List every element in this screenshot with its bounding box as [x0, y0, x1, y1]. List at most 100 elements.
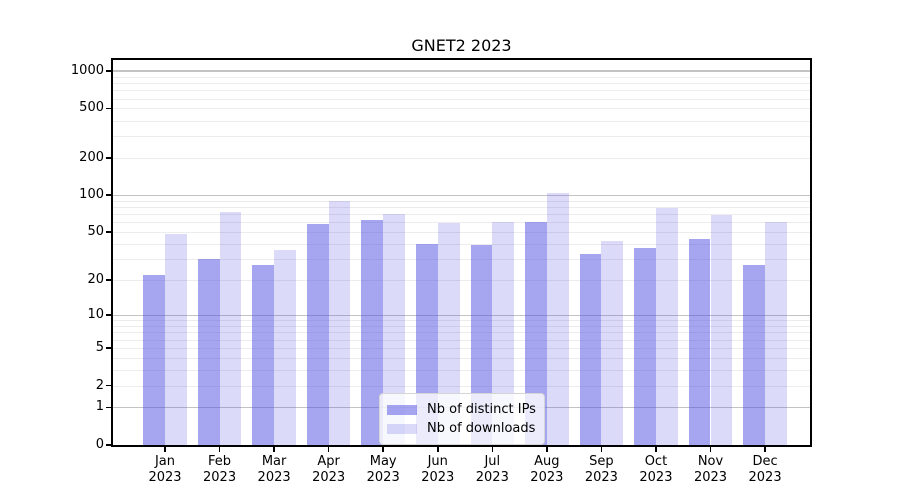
x-tick-month: Jun: [427, 454, 448, 469]
x-tick-mark: [218, 447, 221, 452]
bar-distinct-ips-may: [361, 219, 384, 445]
bar-distinct-ips-feb: [197, 259, 220, 445]
x-tick-month: May: [369, 454, 397, 469]
minor-gridline: [113, 207, 810, 209]
x-tick-year: 2023: [693, 469, 728, 485]
x-tick-month: Dec: [752, 454, 778, 469]
minor-gridline: [113, 320, 810, 322]
x-tick-year: 2023: [366, 469, 400, 485]
minor-gridline: [113, 214, 810, 216]
y-tick-mark: [106, 347, 111, 349]
x-tick-label-may: May 2023: [352, 454, 414, 485]
x-tick-label-nov: Nov 2023: [680, 454, 742, 485]
minor-gridline: [113, 222, 810, 224]
minor-gridline: [113, 339, 810, 341]
x-tick-mark: [655, 447, 657, 452]
major-gridline: [113, 314, 810, 316]
x-tick-mark: [436, 447, 439, 452]
bar-distinct-ips-apr: [306, 224, 329, 445]
y-tick-label: 10: [87, 307, 104, 323]
minor-gridline: [113, 357, 810, 359]
x-tick-year: 2023: [203, 469, 237, 485]
legend-item-downloads: Nb of downloads: [387, 420, 536, 437]
y-tick-mark: [106, 157, 111, 159]
x-tick-year: 2023: [748, 469, 782, 485]
minor-gridline: [113, 243, 810, 245]
x-tick-year: 2023: [584, 469, 618, 485]
legend-swatch-distinct-ips: [387, 404, 417, 415]
chart-title: GNET2 2023: [411, 36, 512, 55]
legend: Nb of distinct IPs Nb of downloads: [379, 393, 545, 445]
y-tick-mark: [106, 384, 111, 387]
legend-label-distinct-ips: Nb of distinct IPs: [427, 402, 536, 417]
y-tick-label: 20: [87, 272, 104, 288]
x-tick-mark: [600, 447, 603, 452]
x-tick-month: Oct: [644, 454, 668, 469]
y-tick-mark: [106, 279, 111, 281]
bar-downloads-oct: [655, 208, 678, 445]
y-tick-label: 200: [79, 149, 104, 165]
major-gridline: [113, 70, 810, 72]
y-tick-mark: [106, 314, 111, 316]
minor-gridline: [113, 385, 810, 387]
y-tick-mark: [106, 194, 111, 196]
minor-gridline: [113, 136, 810, 138]
x-tick-mark: [273, 447, 275, 452]
y-tick-label: 5: [95, 340, 104, 355]
x-tick-month: Feb: [208, 454, 232, 469]
plot-area: Nb of distinct IPs Nb of downloads: [111, 58, 812, 447]
x-tick-year: 2023: [475, 469, 509, 485]
legend-label-downloads: Nb of downloads: [427, 421, 536, 436]
x-tick-label-oct: Oct 2023: [625, 454, 687, 485]
x-tick-month: Jul: [484, 454, 501, 469]
minor-gridline: [113, 280, 810, 282]
y-tick-mark: [106, 406, 111, 409]
minor-gridline: [113, 326, 810, 328]
x-tick-year: 2023: [148, 469, 182, 485]
bar-downloads-may: [383, 214, 405, 445]
x-tick-label-dec: Dec 2023: [734, 454, 796, 485]
minor-gridline: [113, 83, 810, 85]
minor-gridline: [113, 90, 810, 92]
major-gridline: [113, 194, 810, 196]
bar-distinct-ips-aug: [525, 222, 547, 445]
x-tick-label-jul: Jul 2023: [461, 454, 523, 485]
bar-downloads-jan: [165, 234, 187, 445]
x-tick-mark: [709, 447, 712, 452]
bar-downloads-aug: [546, 193, 569, 445]
bar-downloads-mar: [274, 249, 296, 445]
y-tick-label: 100: [79, 187, 104, 203]
minor-gridline: [113, 369, 810, 371]
y-tick-mark: [106, 444, 111, 446]
bar-distinct-ips-nov: [688, 238, 711, 445]
bar-downloads-dec: [765, 221, 787, 445]
minor-gridline: [113, 108, 810, 110]
x-tick-mark: [382, 447, 384, 452]
y-tick-label: 1000: [70, 62, 104, 78]
minor-gridline: [113, 98, 810, 100]
legend-item-distinct-ips: Nb of distinct IPs: [387, 401, 536, 418]
x-tick-year: 2023: [257, 469, 291, 485]
x-tick-year: 2023: [530, 469, 564, 485]
minor-gridline: [113, 157, 810, 159]
y-tick-mark: [106, 107, 111, 110]
minor-gridline: [113, 348, 810, 349]
minor-gridline: [113, 332, 810, 334]
x-tick-month: Aug: [534, 454, 560, 469]
x-tick-mark: [764, 447, 766, 452]
minor-gridline: [113, 76, 810, 78]
y-tick-mark: [106, 231, 111, 233]
y-tick-label: 2: [95, 377, 104, 393]
minor-gridline: [113, 200, 810, 202]
minor-gridline: [113, 232, 810, 234]
x-tick-month: Nov: [697, 454, 724, 469]
x-tick-month: Mar: [261, 454, 287, 469]
legend-swatch-downloads: [387, 423, 417, 434]
x-tick-mark: [327, 447, 330, 452]
x-tick-label-apr: Apr 2023: [298, 454, 360, 485]
y-tick-label: 1: [95, 399, 104, 415]
x-tick-label-sep: Sep 2023: [570, 454, 632, 485]
bar-distinct-ips-mar: [252, 264, 275, 445]
bar-downloads-nov: [710, 215, 733, 445]
